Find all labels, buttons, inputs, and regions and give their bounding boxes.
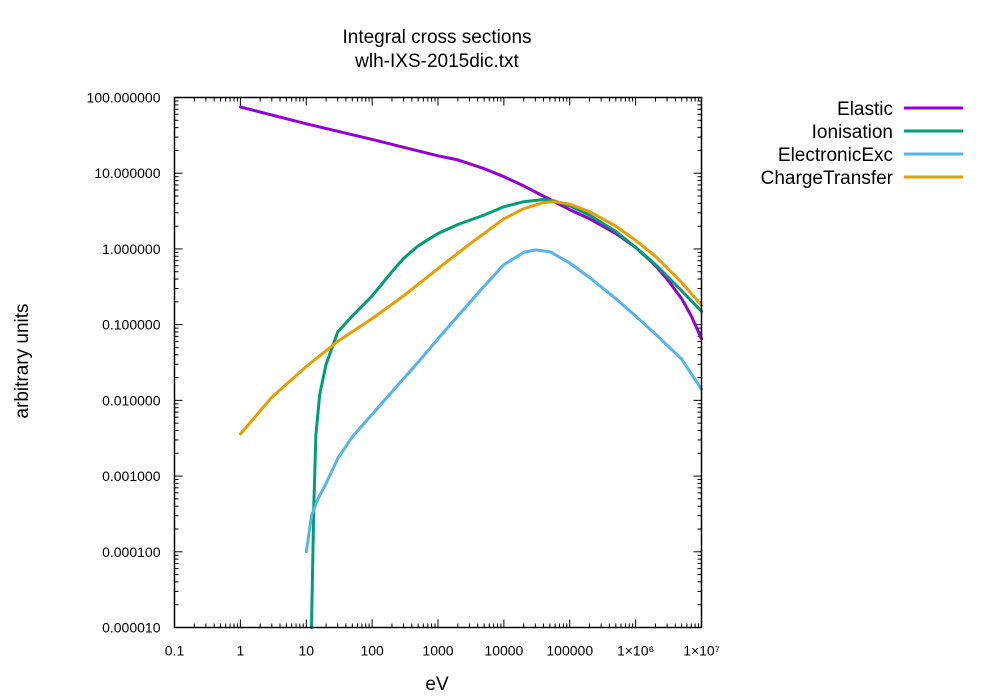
x-tick-label: 10 bbox=[298, 643, 314, 659]
y-axis-label: arbitrary units bbox=[12, 303, 33, 418]
series-line-elastic bbox=[238, 105, 703, 341]
legend: ElasticIonisationElectronicExcChargeTran… bbox=[761, 99, 963, 189]
series-line-electronicexc bbox=[304, 248, 703, 554]
y-tick-label: 0.010000 bbox=[102, 392, 161, 408]
x-tick-label: 100000 bbox=[546, 643, 593, 659]
series-lines bbox=[238, 105, 703, 629]
axis-ticks: 0.1 1 10 100 1000 10000 100000 1×10⁶ 1×10⁷ 0.0000… bbox=[87, 90, 720, 659]
legend-label-electronicexc: ElectronicExc bbox=[778, 145, 893, 166]
y-tick-label: 100.000000 bbox=[87, 90, 161, 106]
chart-title: Integral cross sections bbox=[342, 27, 531, 48]
series-line-ionisation bbox=[310, 198, 703, 629]
chart-subtitle: wlh-IXS-2015dic.txt bbox=[354, 51, 519, 72]
x-tick-label: 1×10⁶ bbox=[617, 643, 654, 659]
series-line-chargetransfer bbox=[238, 200, 703, 436]
legend-label-elastic: Elastic bbox=[837, 99, 893, 120]
y-tick-label: 0.001000 bbox=[102, 468, 161, 484]
legend-label-ionisation: Ionisation bbox=[812, 122, 893, 143]
y-tick-label: 0.000010 bbox=[102, 620, 161, 636]
x-axis-label: eV bbox=[425, 674, 449, 695]
legend-label-chargetransfer: ChargeTransfer bbox=[761, 168, 894, 189]
x-tick-label: 1 bbox=[236, 643, 244, 659]
y-tick-label: 0.100000 bbox=[102, 317, 161, 333]
plot-frame bbox=[173, 96, 703, 629]
x-tick-label: 1000 bbox=[422, 643, 453, 659]
y-tick-label: 0.000100 bbox=[102, 544, 161, 560]
x-tick-label: 1×10⁷ bbox=[683, 643, 720, 659]
y-tick-label: 10.000000 bbox=[94, 165, 160, 181]
x-tick-label: 10000 bbox=[484, 643, 523, 659]
x-tick-label: 0.1 bbox=[165, 643, 185, 659]
y-tick-label: 1.000000 bbox=[102, 241, 161, 257]
x-tick-label: 100 bbox=[360, 643, 384, 659]
